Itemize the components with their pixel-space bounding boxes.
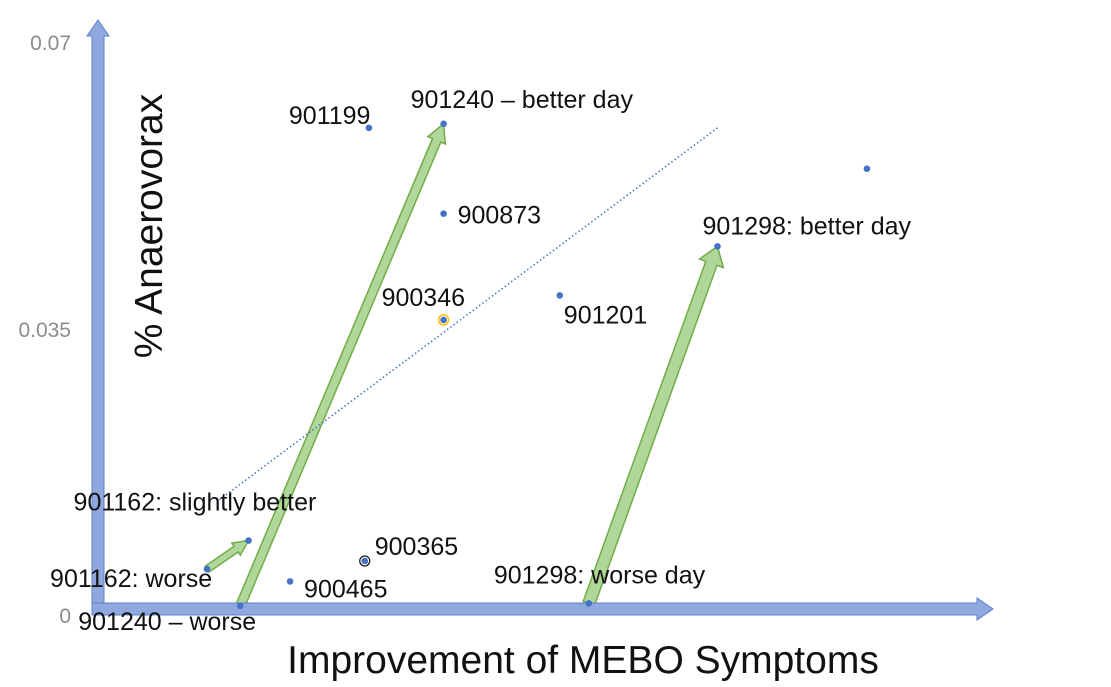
data-point-901298-worse-day <box>585 600 593 607</box>
data-point-900873 <box>440 210 447 217</box>
data-point-901298-better-day <box>714 243 721 250</box>
y-tick-label: 0 <box>59 605 71 628</box>
data-point-900365 <box>361 557 369 565</box>
point-label-900365: 900365 <box>375 533 458 561</box>
change-arrow-901298-worse-day <box>582 245 725 607</box>
data-point-901240-better-day <box>440 120 447 128</box>
data-point-901201 <box>556 292 564 299</box>
labels-layer: 901199 901240 – better day 900873 900346 901… <box>50 86 911 636</box>
points-layer <box>203 120 871 610</box>
point-label-901199: 901199 <box>289 102 371 130</box>
change-arrow-901240-worse <box>235 122 447 609</box>
ticks-layer: 0 0.035 0.07 <box>18 32 71 628</box>
point-label-901162-worse: 901162: worse <box>50 565 212 593</box>
point-highlight-ring <box>437 314 450 326</box>
data-point-901240-worse <box>236 602 244 610</box>
arrows-layer <box>204 122 725 609</box>
point-label-901201: 901201 <box>564 301 647 329</box>
data-point-900465 <box>286 578 294 585</box>
x-axis-title: Improvement of MEBO Symptoms <box>287 639 879 682</box>
point-label-900346: 900346 <box>382 284 465 312</box>
axes-layer <box>86 19 994 621</box>
point-label-901162-slightly-better: 901162: slightly better <box>74 489 317 517</box>
point-label-900465: 900465 <box>304 575 387 603</box>
y-tick-label: 0.035 <box>18 319 71 342</box>
data-point-900346 <box>440 316 447 324</box>
point-label-901298-better-day: 901298: better day <box>703 212 912 240</box>
point-label-901240-worse: 901240 – worse <box>78 608 256 636</box>
y-tick-label: 0.07 <box>30 32 71 55</box>
y-axis-title: % Anaerovorax <box>128 93 171 358</box>
data-point-901162-slightly-better <box>245 537 252 544</box>
change-arrow-901162-worse <box>204 539 251 574</box>
y-axis <box>86 19 110 605</box>
point-label-901298-worse-day: 901298: worse day <box>494 561 706 589</box>
point-highlight-ring <box>359 555 371 567</box>
data-point <box>863 165 871 173</box>
x-axis <box>91 597 994 621</box>
data-point-901199 <box>365 124 373 132</box>
point-label-900873: 900873 <box>458 202 541 230</box>
data-point-901162-worse <box>203 565 211 573</box>
point-label-901240-better-day: 901240 – better day <box>411 86 634 114</box>
